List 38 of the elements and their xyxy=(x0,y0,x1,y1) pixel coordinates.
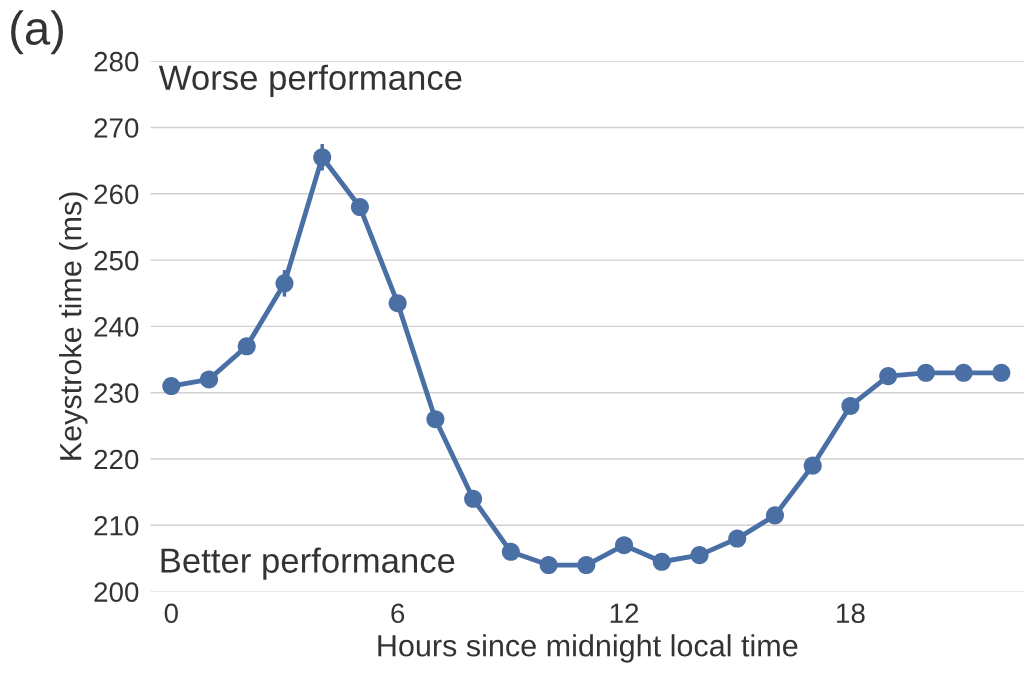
point xyxy=(577,556,596,575)
y-tick-label: 210 xyxy=(94,515,139,536)
point xyxy=(539,556,558,575)
point xyxy=(162,377,181,396)
point xyxy=(841,396,860,415)
text: (a) xyxy=(11,10,63,55)
y-tick-label: 250 xyxy=(94,250,139,271)
y-tick-label: 280 xyxy=(94,51,139,72)
x-tick-label: 6 xyxy=(391,603,405,624)
x-axis-title: Hours since midnight local time xyxy=(378,634,798,663)
annotation: Better performance xyxy=(161,547,455,580)
point xyxy=(426,410,445,429)
point xyxy=(803,456,822,475)
x-tick-label: 18 xyxy=(837,603,865,624)
y-tick-label: 240 xyxy=(94,317,139,337)
point xyxy=(879,367,898,386)
point xyxy=(615,536,634,555)
point xyxy=(237,337,256,356)
point xyxy=(652,552,671,571)
point xyxy=(954,363,973,382)
point xyxy=(464,489,483,508)
y-tick-label: 270 xyxy=(94,118,139,138)
point xyxy=(501,542,520,561)
y-axis-title: Keystroke time (ms) xyxy=(59,192,88,460)
point xyxy=(199,370,219,389)
y-tick-label: 230 xyxy=(94,383,139,404)
point xyxy=(690,546,709,565)
x-tick-label: 12 xyxy=(610,603,639,623)
x-tick-label: 0 xyxy=(164,603,178,624)
y-tick-label: 220 xyxy=(94,449,139,470)
point xyxy=(765,506,784,525)
y-tick-label: 200 xyxy=(94,582,139,602)
annotation: Worse performance xyxy=(158,64,462,97)
point xyxy=(388,294,407,313)
point xyxy=(728,529,747,548)
point xyxy=(992,363,1011,382)
y-tick-label: 260 xyxy=(94,184,139,205)
point xyxy=(916,363,935,382)
